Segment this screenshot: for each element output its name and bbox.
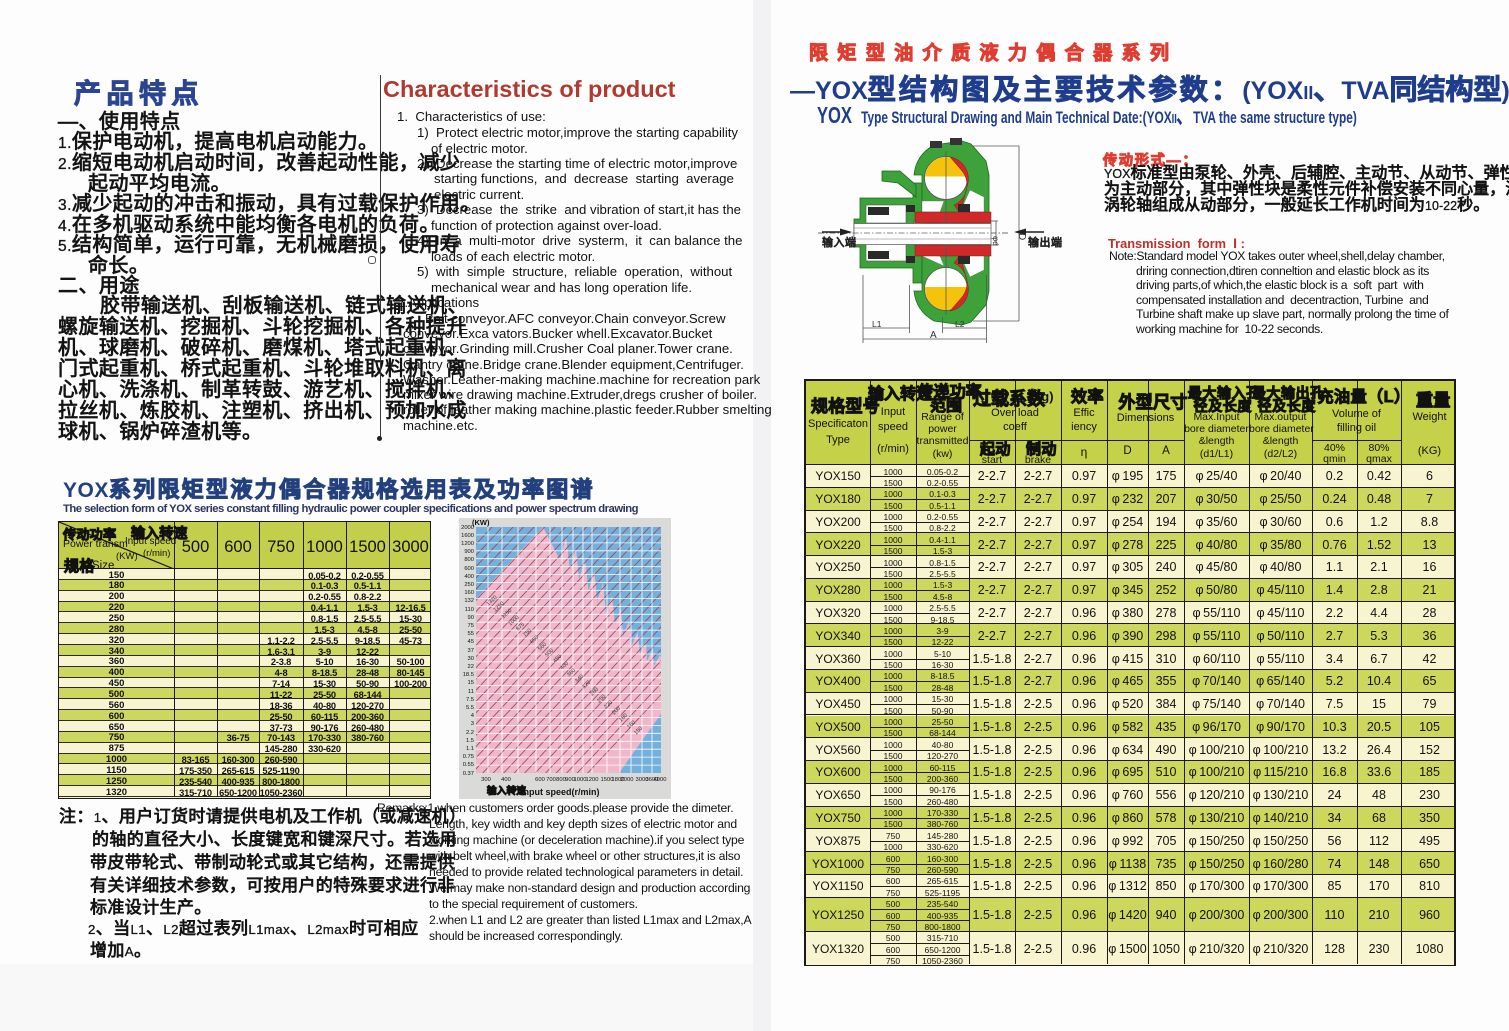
svg-text:D: D bbox=[1016, 233, 1027, 240]
svg-text:φd: φd bbox=[991, 236, 1000, 246]
